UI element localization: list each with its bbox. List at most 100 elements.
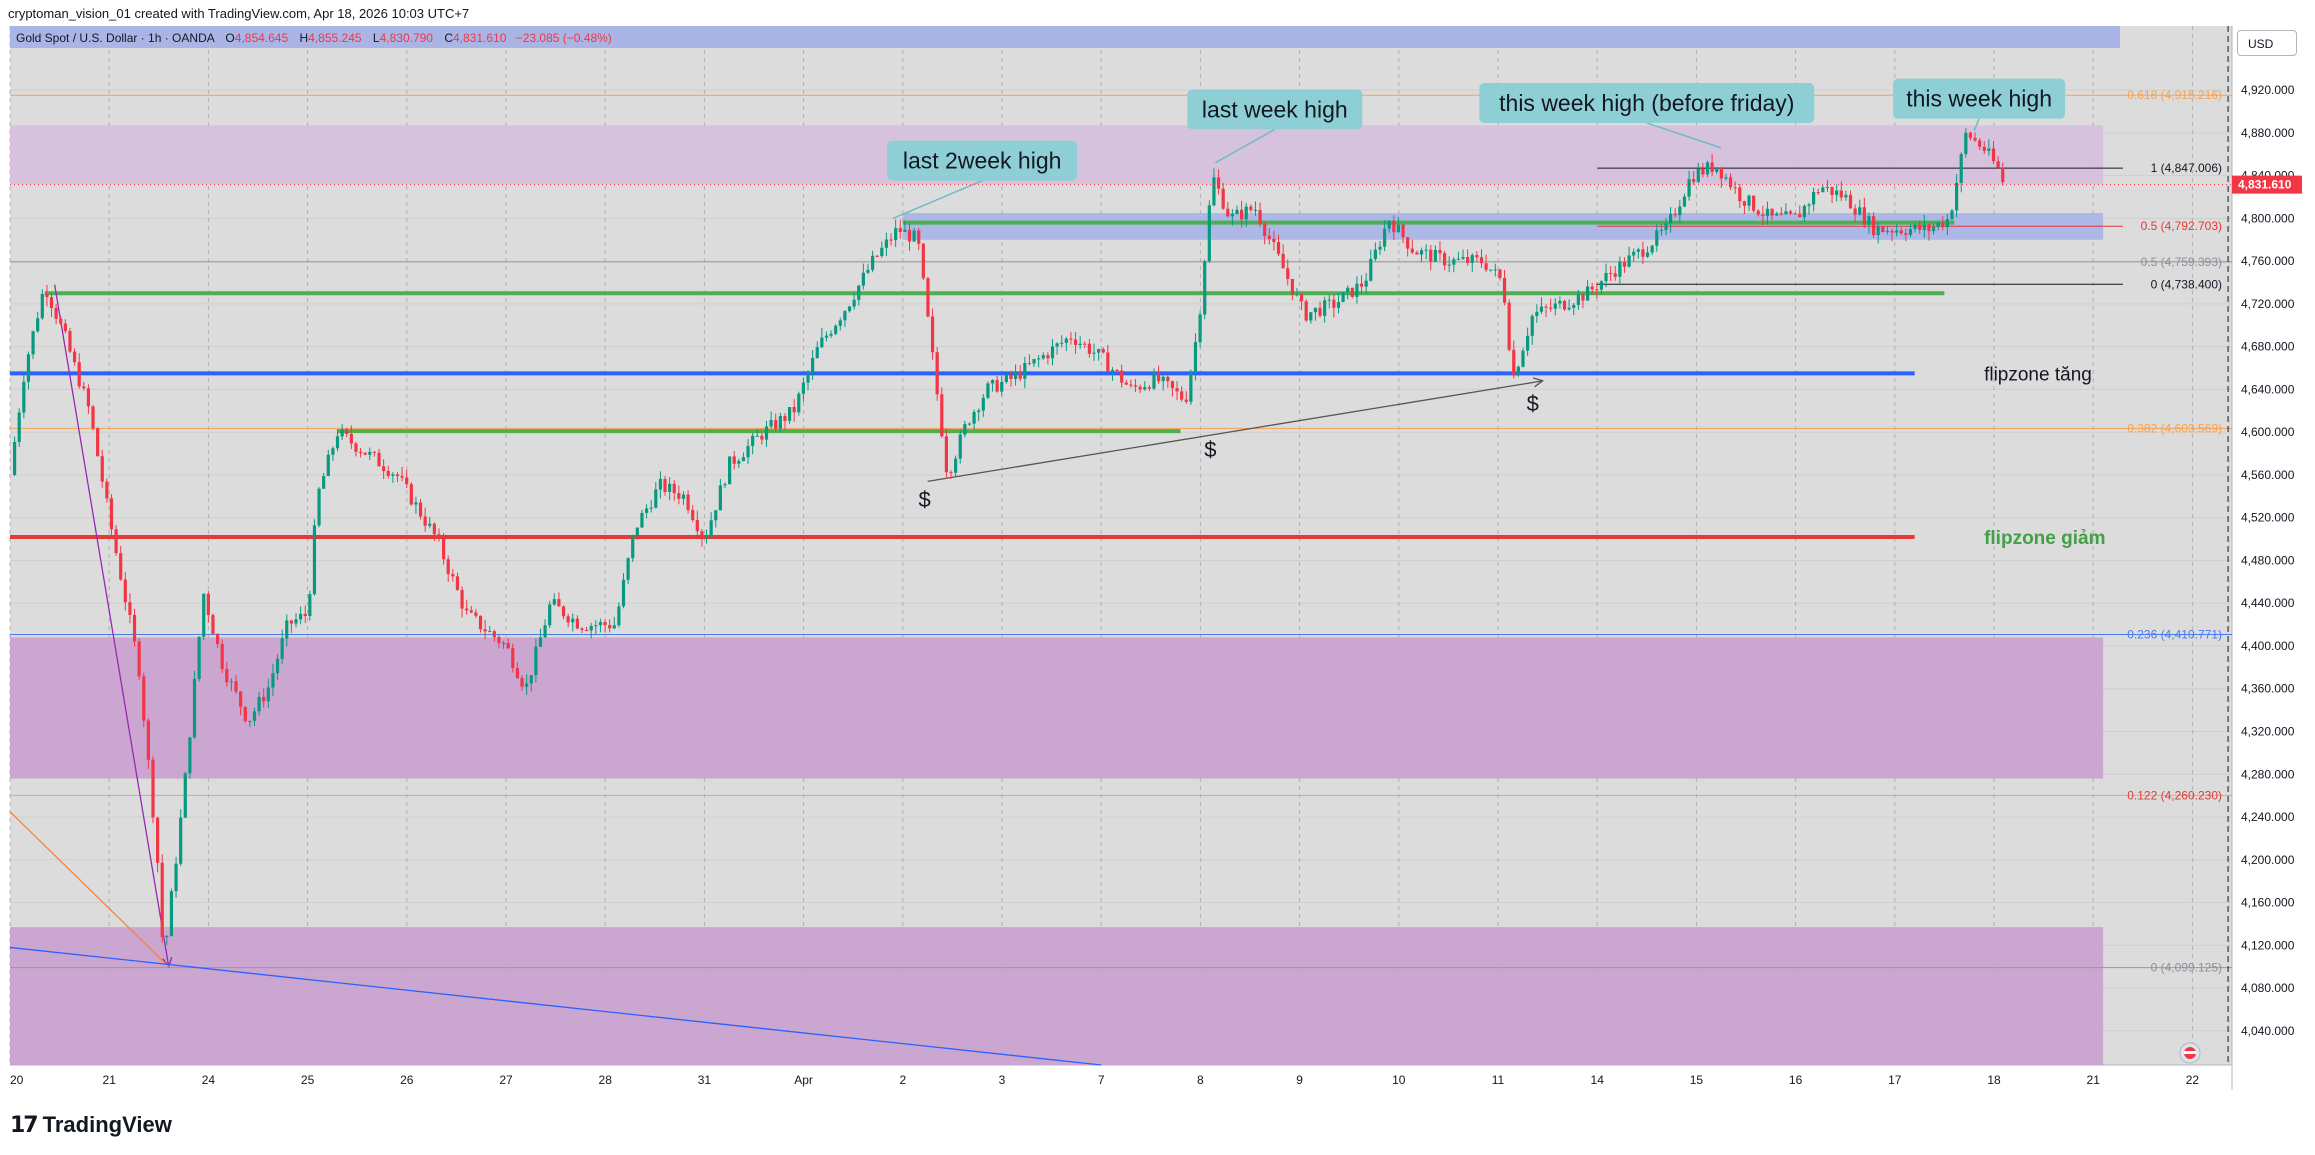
candle-body-385: [1788, 211, 1793, 214]
candle-body-0: [13, 441, 17, 475]
candle-body-314: [1461, 257, 1465, 259]
candle-104: [492, 629, 496, 642]
candle-body-423: [1964, 132, 1968, 155]
candle-270: [1258, 202, 1262, 228]
candle-411: [1908, 223, 1913, 238]
candle-399: [1853, 204, 1857, 223]
candle-301: [1401, 223, 1405, 244]
candle-171: [801, 377, 806, 402]
candle-205: [958, 429, 962, 464]
candle-305: [1419, 247, 1424, 263]
candle-299: [1392, 215, 1396, 240]
candle-body-18: [96, 428, 100, 457]
candle-body-38: [188, 737, 192, 774]
legend-symbol[interactable]: Gold Spot / U.S. Dollar · 1h · OANDA O4,…: [16, 31, 612, 45]
candle-body-175: [820, 337, 824, 348]
candle-393: [1825, 179, 1830, 192]
candle-body-379: [1761, 214, 1765, 217]
candle-343: [1595, 282, 1599, 299]
candle-335: [1558, 296, 1562, 309]
candle-316: [1470, 253, 1474, 272]
candle-308: [1433, 245, 1437, 262]
candle-body-424: [1968, 132, 1973, 138]
candle-257: [1198, 310, 1202, 348]
candle-143: [672, 480, 676, 501]
candle-body-202: [944, 436, 948, 473]
candle-body-95: [451, 574, 455, 577]
candle-body-220: [1027, 363, 1032, 365]
candle-113: [534, 638, 538, 683]
candle-364: [1692, 171, 1696, 185]
candle-body-249: [1161, 376, 1165, 382]
candle-body-244: [1138, 386, 1142, 390]
candle-331: [1539, 297, 1544, 315]
candle-body-313: [1456, 258, 1461, 260]
candle-body-210: [981, 397, 985, 411]
candle-body-65: [312, 525, 317, 595]
economic-calendar-icon[interactable]: [2179, 1042, 2201, 1064]
price-tick-21: 4,080.000: [2241, 981, 2295, 995]
candle-body-157: [737, 461, 741, 464]
candle-247: [1152, 368, 1156, 391]
candle-body-198: [926, 278, 930, 317]
candle-body-408: [1895, 230, 1899, 233]
candle-231: [1078, 335, 1082, 350]
candle-46: [225, 661, 229, 687]
candle-83: [395, 472, 400, 483]
candle-body-348: [1618, 261, 1622, 277]
candle-body-211: [986, 383, 990, 398]
candle-115: [543, 619, 547, 638]
candle-body-363: [1687, 179, 1691, 197]
tradingview-logo[interactable]: 17 TradingView: [10, 1112, 172, 1138]
candle-body-161: [755, 435, 759, 437]
candle-48: [234, 675, 238, 695]
candle-221: [1032, 358, 1036, 367]
candle-body-14: [77, 362, 81, 387]
candle-264: [1230, 209, 1234, 226]
candle-body-186: [870, 255, 875, 270]
candle-217: [1013, 364, 1018, 386]
candle-body-257: [1198, 314, 1202, 343]
candle-218: [1018, 365, 1022, 382]
candle-382: [1775, 211, 1779, 217]
candle-body-174: [815, 347, 819, 359]
candle-body-278: [1295, 294, 1299, 296]
candle-body-376: [1747, 195, 1751, 206]
candle-351: [1632, 248, 1636, 262]
candle-349: [1622, 257, 1627, 273]
candle-285: [1327, 294, 1331, 309]
candle-222: [1037, 355, 1041, 368]
candle-157: [737, 458, 741, 469]
candle-375: [1742, 200, 1747, 215]
candle-397: [1844, 190, 1848, 201]
candle-55: [266, 678, 270, 708]
fib-label-3: 0.5 (4,759.393): [2141, 255, 2222, 269]
candle-body-64: [308, 594, 312, 617]
candle-body-243: [1133, 385, 1138, 387]
candle-body-131: [617, 606, 621, 626]
candle-25: [128, 593, 132, 624]
time-tick-14: 10: [1392, 1073, 1406, 1087]
candle-body-221: [1032, 359, 1036, 364]
flipzone-tang-label: flipzone tăng: [1984, 364, 2092, 385]
price-scale-background: [2232, 26, 2315, 1065]
candle-281: [1309, 312, 1313, 324]
candle-156: [732, 450, 736, 470]
currency-button[interactable]: USD: [2237, 30, 2297, 56]
candle-body-84: [400, 476, 404, 478]
candle-182: [852, 294, 856, 310]
candle-body-40: [197, 636, 201, 679]
candle-3: [26, 351, 31, 390]
candle-165: [774, 413, 778, 432]
candle-119: [561, 605, 566, 620]
candle-307: [1429, 245, 1433, 271]
time-tick-17: 15: [1690, 1073, 1704, 1087]
candle-85: [405, 469, 409, 489]
candle-body-336: [1562, 300, 1567, 310]
candle-100: [474, 609, 478, 619]
candle-18: [96, 427, 100, 457]
candle-body-6: [40, 293, 44, 319]
candle-body-306: [1424, 249, 1428, 251]
candle-374: [1738, 184, 1742, 209]
